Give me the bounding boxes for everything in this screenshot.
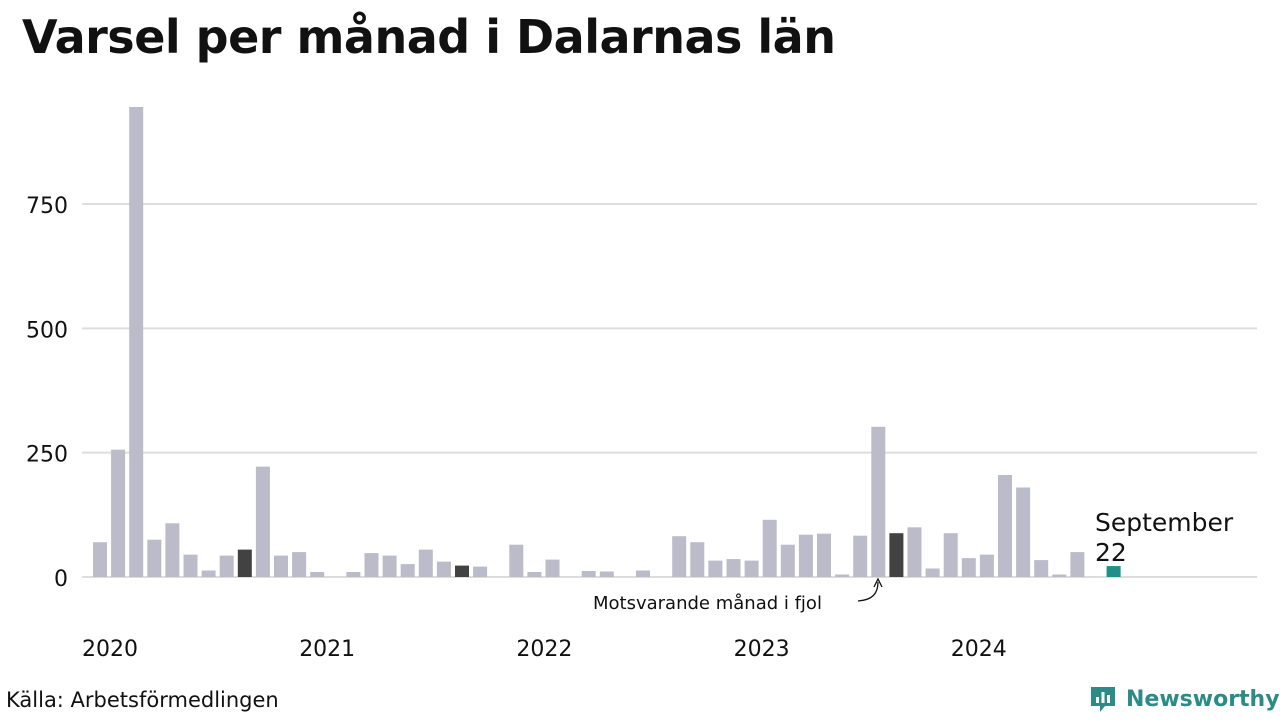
comparison-arrow bbox=[857, 581, 879, 602]
bar-2023-11 bbox=[925, 568, 940, 577]
bar-2023-10 bbox=[907, 527, 922, 577]
bar-2022-09 bbox=[672, 536, 687, 577]
bars bbox=[93, 107, 1121, 577]
brand-name: Newsworthy bbox=[1126, 686, 1280, 712]
bar-2021-04 bbox=[364, 553, 379, 577]
bar-2023-02 bbox=[762, 519, 777, 577]
bar-2024-05 bbox=[1034, 560, 1049, 577]
bar-2021-12 bbox=[509, 544, 524, 577]
bar-2020-10 bbox=[255, 466, 270, 577]
chart-title: Varsel per månad i Dalarnas län bbox=[22, 10, 836, 64]
bar-2021-09 bbox=[455, 565, 469, 577]
bar-2020-04 bbox=[147, 539, 162, 577]
bar-2023-01 bbox=[744, 560, 759, 577]
bar-2021-01 bbox=[310, 572, 325, 577]
bar-2022-01 bbox=[527, 572, 542, 577]
bar-2021-10 bbox=[473, 566, 488, 577]
bar-2023-03 bbox=[780, 544, 795, 577]
y-tick-label: 750 bbox=[26, 194, 68, 219]
bar-2023-07 bbox=[853, 535, 868, 577]
y-tick-label: 0 bbox=[54, 567, 68, 592]
bar-2024-04 bbox=[1016, 487, 1031, 577]
comparison-arrow-head bbox=[873, 577, 883, 588]
bar-2024-06 bbox=[1052, 574, 1067, 577]
bar-2020-01 bbox=[93, 542, 107, 577]
bar-2021-06 bbox=[400, 564, 415, 577]
x-year-label-2022: 2022 bbox=[516, 637, 572, 662]
x-year-label-2024: 2024 bbox=[951, 637, 1007, 662]
bar-2020-07 bbox=[201, 570, 216, 577]
bar-2023-08 bbox=[871, 426, 886, 577]
bar-2024-01 bbox=[961, 558, 976, 577]
bar-2020-08 bbox=[219, 555, 234, 577]
bar-2021-05 bbox=[382, 555, 397, 577]
x-year-label-2020: 2020 bbox=[82, 637, 138, 662]
source-label: Källa: Arbetsförmedlingen bbox=[6, 688, 279, 712]
brand: Newsworthy bbox=[1088, 684, 1280, 714]
bar-2022-05 bbox=[599, 571, 614, 577]
bar-2020-12 bbox=[292, 552, 307, 577]
x-year-label-2023: 2023 bbox=[734, 637, 790, 662]
bar-2021-08 bbox=[436, 561, 451, 577]
x-axis-year-labels: 2020 2021 2022 2023 2024 bbox=[82, 637, 1007, 662]
current-value-label: 22 bbox=[1095, 538, 1127, 567]
bar-2023-05 bbox=[817, 533, 831, 577]
bar-2020-02 bbox=[111, 449, 126, 577]
current-month-label: September bbox=[1095, 508, 1234, 537]
newsworthy-logo-icon bbox=[1091, 687, 1115, 712]
bar-2022-12 bbox=[726, 559, 741, 577]
x-year-label-2021: 2021 bbox=[299, 637, 355, 662]
y-tick-label: 250 bbox=[26, 443, 68, 468]
bar-2022-04 bbox=[581, 571, 596, 577]
y-tick-label: 500 bbox=[26, 318, 68, 343]
bar-2021-07 bbox=[418, 549, 433, 577]
bar-2023-12 bbox=[943, 533, 958, 577]
bar-2020-11 bbox=[274, 555, 288, 577]
bar-2020-05 bbox=[165, 523, 180, 577]
annotations: September 22 Motsvarande månad i fjol bbox=[593, 508, 1234, 614]
bar-2022-11 bbox=[708, 560, 723, 577]
comparison-label: Motsvarande månad i fjol bbox=[593, 593, 822, 614]
bar-2021-03 bbox=[346, 572, 361, 577]
bar-2024-03 bbox=[998, 475, 1012, 577]
bar-2024-02 bbox=[979, 554, 994, 577]
bar-2022-10 bbox=[690, 542, 705, 577]
bar-2022-02 bbox=[545, 559, 560, 577]
bar-2020-09 bbox=[237, 549, 252, 577]
bar-2022-07 bbox=[636, 570, 650, 577]
bar-2023-09 bbox=[889, 533, 904, 577]
bar-2023-04 bbox=[798, 534, 813, 577]
bar-2023-06 bbox=[835, 574, 850, 577]
bar-2024-07 bbox=[1070, 552, 1085, 577]
y-axis-ticks: 0 250 500 750 bbox=[26, 194, 68, 592]
bar-2024-09 bbox=[1106, 566, 1121, 577]
bar-2020-03 bbox=[129, 107, 144, 577]
bar-2020-06 bbox=[183, 554, 198, 577]
